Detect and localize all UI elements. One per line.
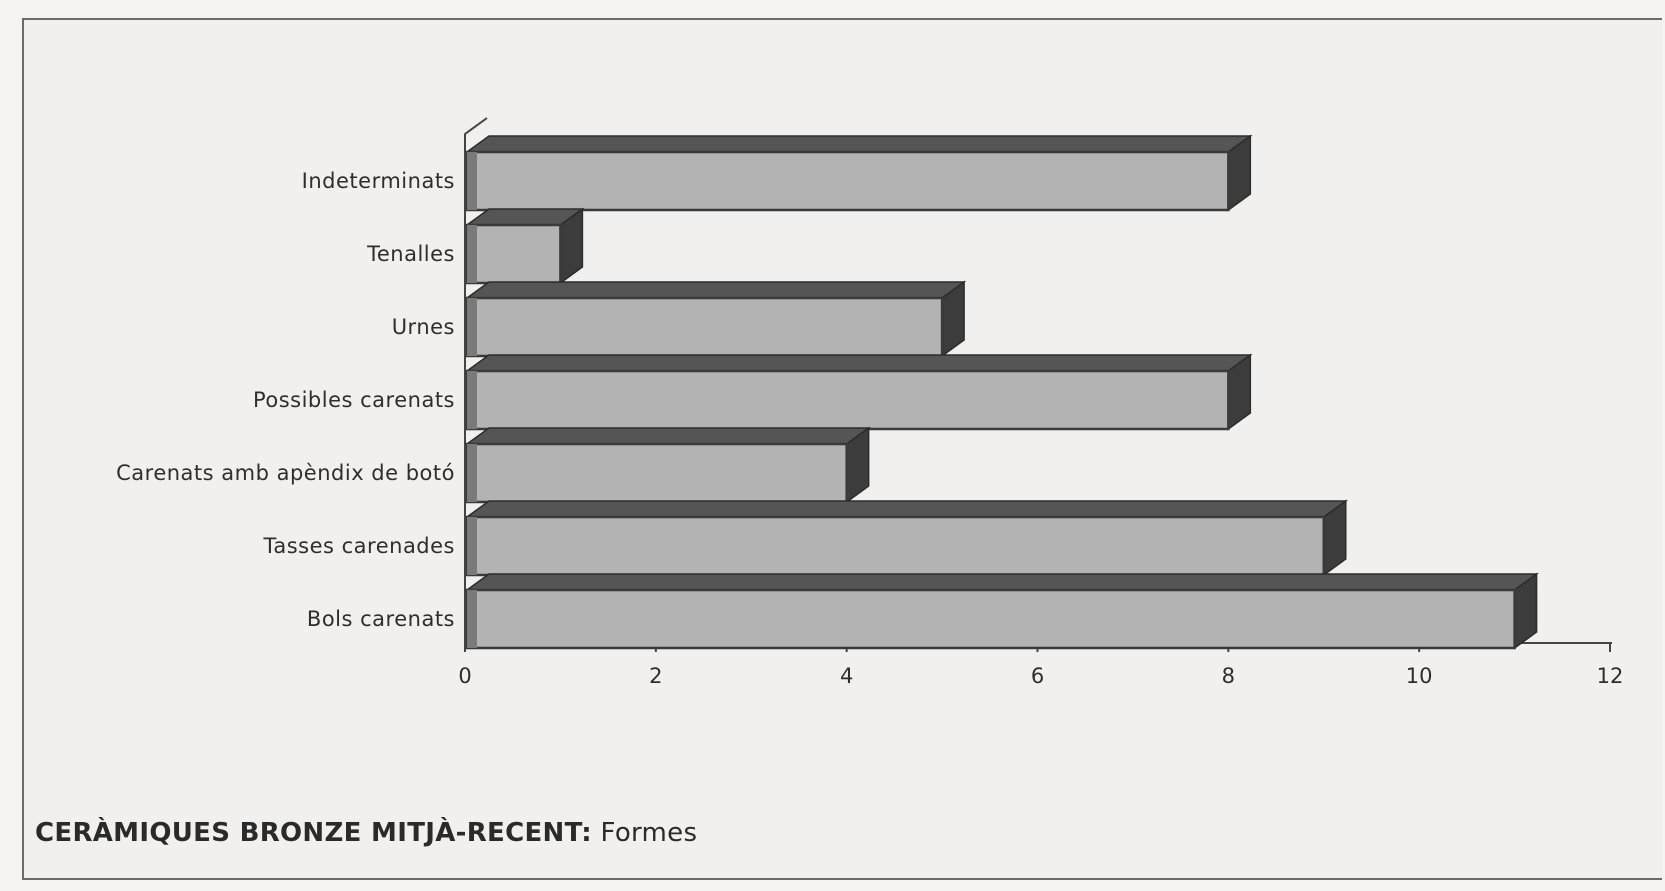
bar-left-strip (467, 444, 477, 502)
bar-left-strip (467, 517, 477, 575)
x-tick-label: 6 (1031, 664, 1044, 688)
bar-top-face (464, 500, 1349, 518)
category-label: Possibles carenats (253, 388, 455, 412)
chart-caption: CERÀMIQUES BRONZE MITJÀ-RECENT: Formes (35, 818, 697, 848)
x-tick-label: 4 (840, 664, 853, 688)
y-axis-line (464, 117, 488, 643)
x-tick-label: 0 (458, 664, 471, 688)
category-label: Tasses carenades (262, 534, 455, 558)
bar-front-face (465, 369, 1230, 431)
bar (464, 280, 967, 358)
caption-bold: CERÀMIQUES BRONZE MITJÀ-RECENT: (35, 818, 592, 848)
bar-front-face (465, 442, 848, 504)
bar (464, 572, 1539, 650)
bar-left-strip (467, 298, 477, 356)
x-tick-label: 8 (1222, 664, 1235, 688)
x-tick-label: 2 (649, 664, 662, 688)
bar-group (464, 134, 1539, 650)
bar-top-face (464, 573, 1539, 591)
category-label: Bols carenats (307, 607, 455, 631)
bar (464, 426, 871, 504)
bar-front-face (465, 296, 944, 358)
bar-front-face (465, 588, 1516, 650)
bar-left-strip (467, 371, 477, 429)
bar-top-face (464, 281, 967, 299)
category-labels: Indeterminats Tenalles Urnes Possibles care… (116, 169, 455, 631)
bar-left-strip (467, 590, 477, 648)
category-label: Carenats amb apèndix de botó (116, 461, 455, 485)
bar-top-face (464, 354, 1253, 372)
bar (464, 499, 1349, 577)
x-tick-label: 12 (1597, 664, 1624, 688)
bar-left-strip (467, 152, 477, 210)
bar-left-strip (467, 225, 477, 283)
bar (464, 207, 585, 285)
bar (464, 353, 1253, 431)
x-tick-label: 10 (1406, 664, 1433, 688)
bar-top-face (464, 427, 871, 445)
bar-front-face (465, 515, 1325, 577)
bar-front-face (465, 150, 1230, 212)
bar-front-face (465, 223, 562, 285)
caption-rest: Formes (591, 818, 698, 848)
bar-top-face (464, 135, 1253, 153)
category-label: Indeterminats (302, 169, 455, 193)
tick-labels: 0 2 4 6 8 10 12 (458, 664, 1623, 688)
category-label: Urnes (392, 315, 455, 339)
bar (464, 134, 1253, 212)
category-label: Tenalles (366, 242, 455, 266)
